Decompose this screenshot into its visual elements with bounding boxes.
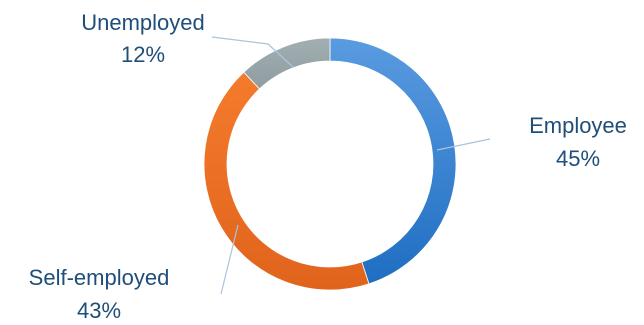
leader-line-unemployed xyxy=(211,36,294,68)
value-employee: 45% xyxy=(556,146,600,171)
label-unemployed: Unemployed xyxy=(81,10,205,35)
leader-line-self-employed xyxy=(220,224,239,295)
value-unemployed: 12% xyxy=(121,42,165,67)
slice-self-employed xyxy=(203,71,370,291)
slice-employee xyxy=(329,37,457,285)
leader-line-employee xyxy=(436,138,491,151)
value-self-employed: 43% xyxy=(77,298,121,323)
slice-unemployed xyxy=(243,37,331,90)
label-employee: Employee xyxy=(529,113,627,138)
donut-slices xyxy=(203,37,457,291)
label-self-employed: Self-employed xyxy=(29,265,170,290)
